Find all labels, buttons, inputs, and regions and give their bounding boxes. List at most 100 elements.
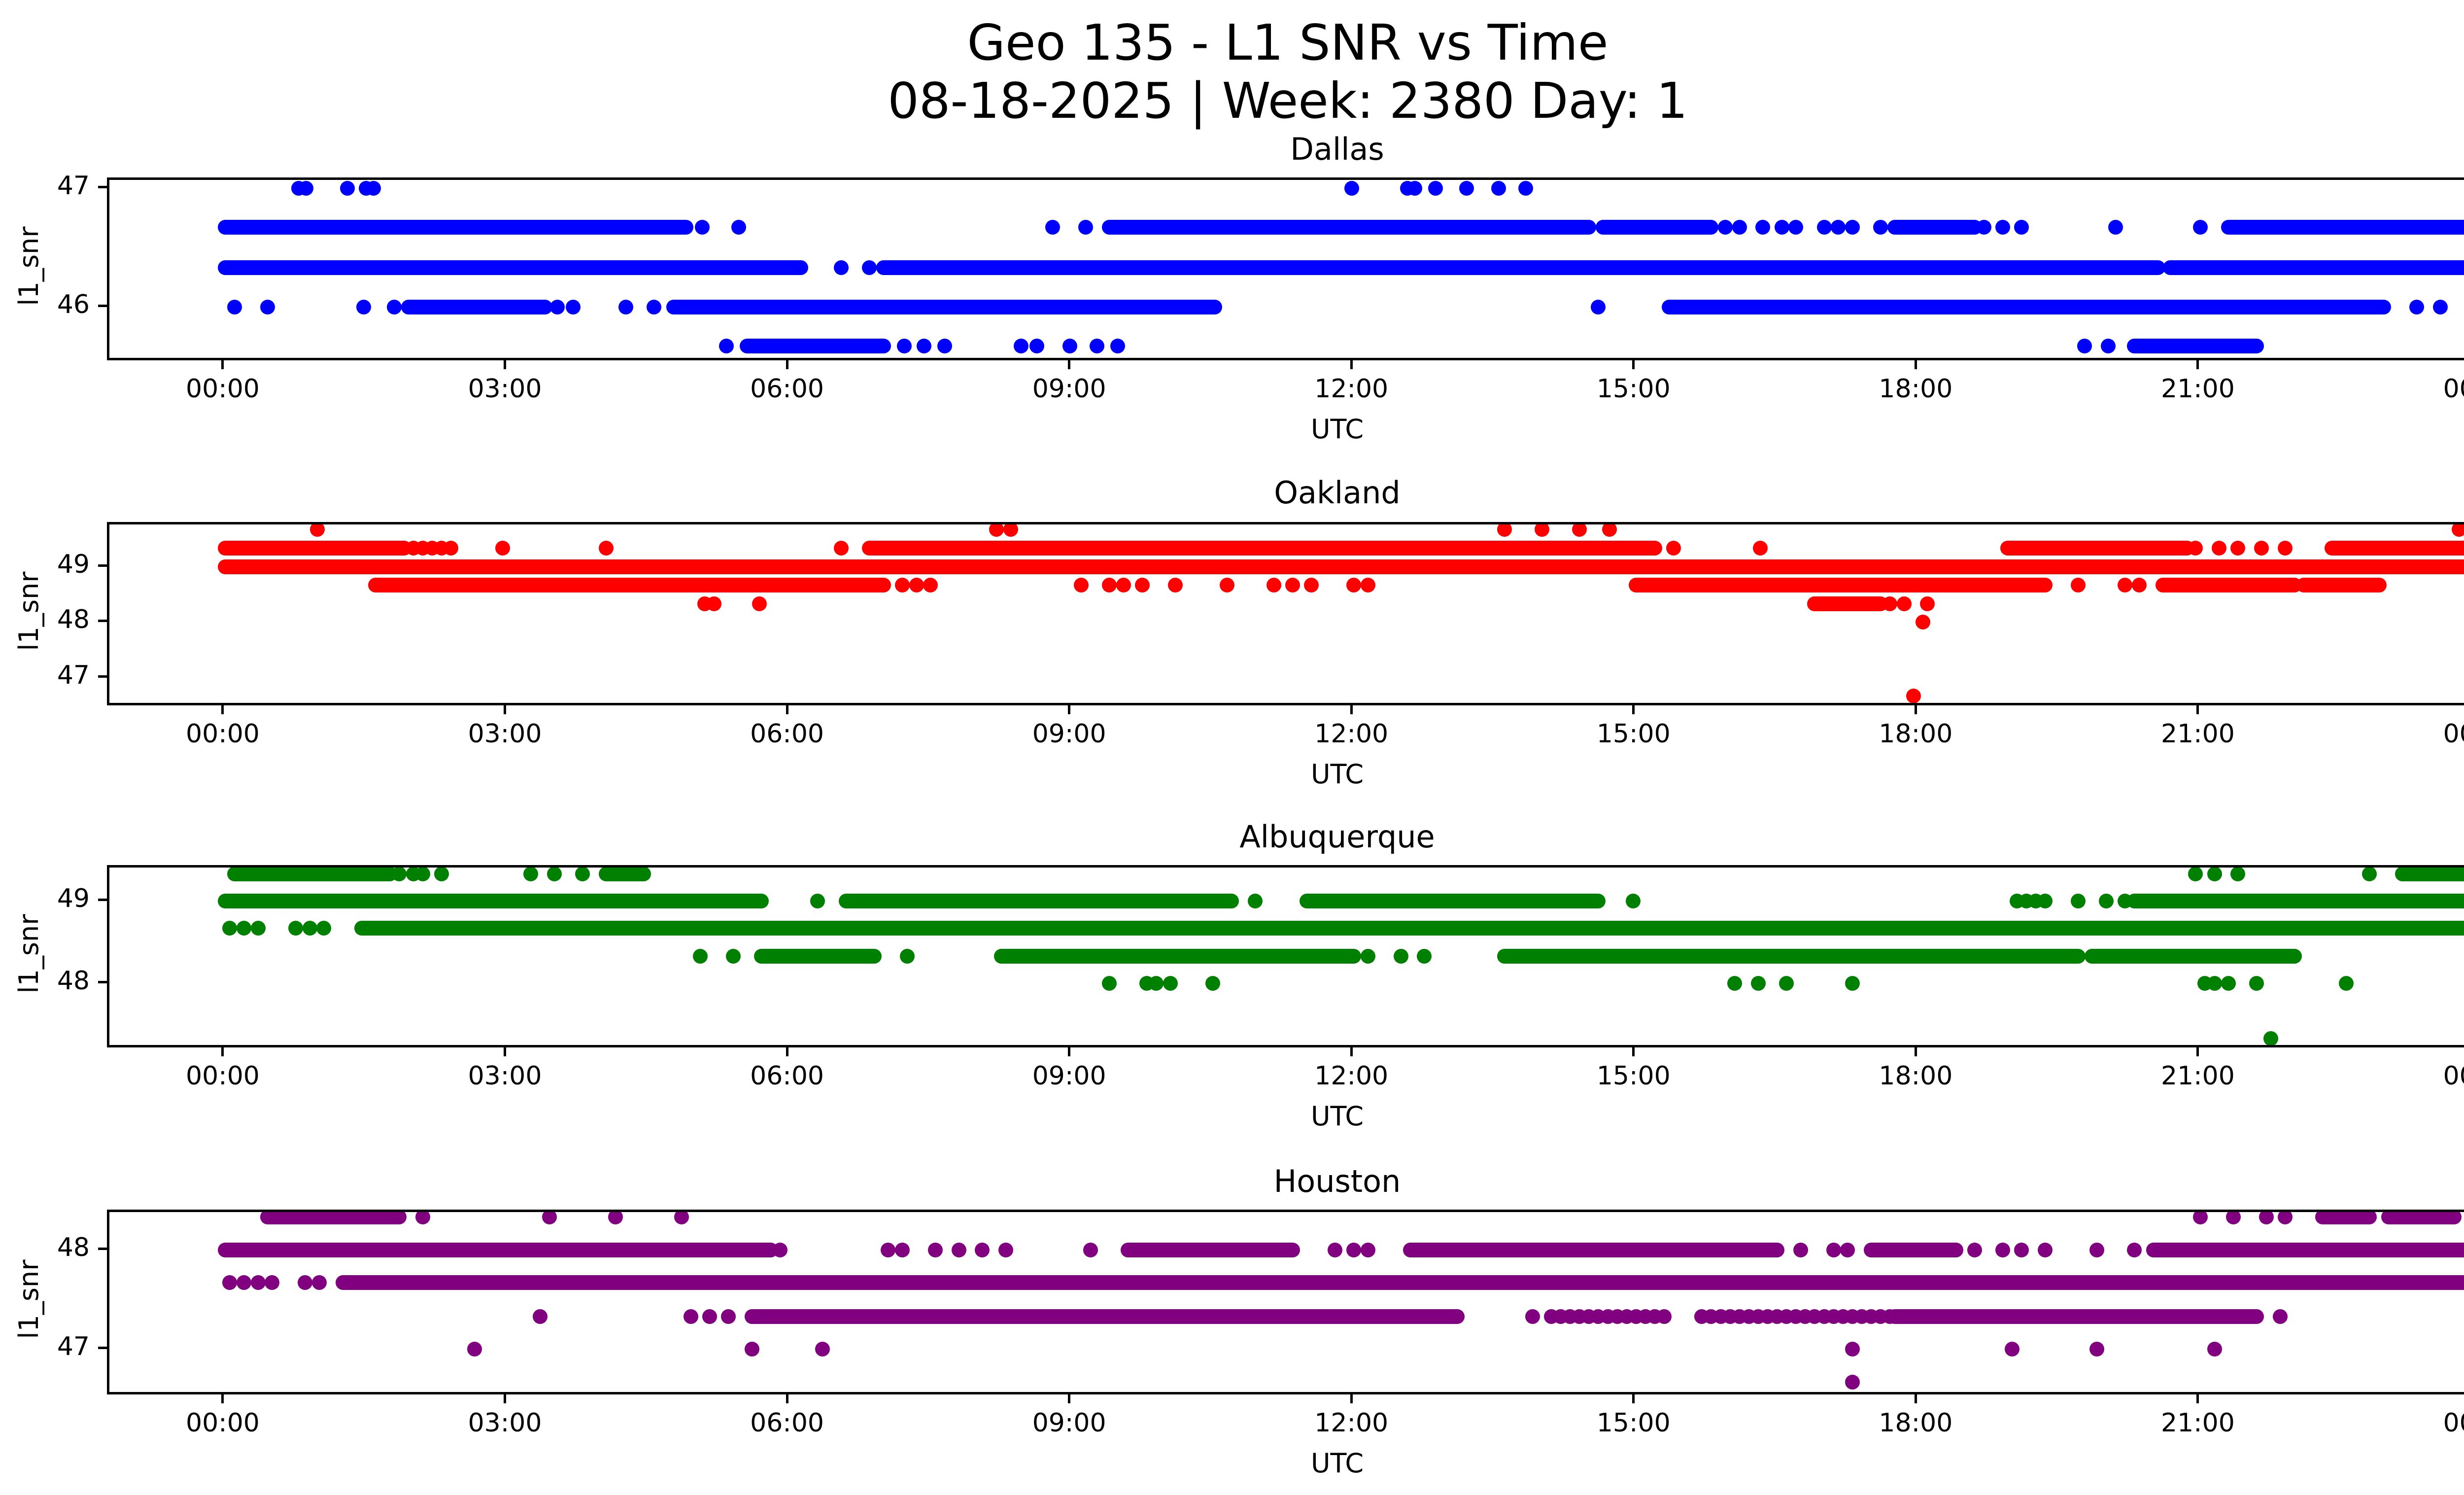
scatter-point bbox=[1101, 577, 1117, 592]
scatter-point bbox=[495, 541, 510, 556]
scatter-point bbox=[1304, 577, 1319, 592]
x-tick-mark bbox=[504, 1047, 506, 1056]
y-axis-label-albuquerque: l1_snr bbox=[13, 914, 44, 994]
scatter-point bbox=[2273, 1309, 2288, 1324]
x-tick-mark bbox=[1350, 1047, 1353, 1056]
scatter-point bbox=[2254, 541, 2269, 556]
x-tick-label: 09:00 bbox=[1032, 1408, 1106, 1438]
scatter-point bbox=[2100, 338, 2116, 353]
scatter-dense-run bbox=[1628, 577, 2053, 592]
scatter-point bbox=[299, 180, 314, 196]
scatter-point bbox=[731, 220, 747, 235]
x-tick-mark bbox=[2196, 1394, 2199, 1403]
scatter-point bbox=[392, 868, 407, 882]
x-tick-mark bbox=[1068, 360, 1071, 369]
scatter-point bbox=[1073, 577, 1089, 592]
scatter-point bbox=[1247, 894, 1263, 909]
scatter-point bbox=[1163, 976, 1178, 991]
scatter-dense-run bbox=[217, 559, 2464, 574]
scatter-point bbox=[862, 260, 877, 276]
scatter-point bbox=[1816, 220, 1832, 235]
scatter-point bbox=[1718, 220, 1733, 235]
scatter-point bbox=[434, 868, 449, 882]
scatter-point bbox=[1328, 1242, 1343, 1257]
x-tick-label: 15:00 bbox=[1596, 719, 1671, 749]
plot-area-houston bbox=[107, 1210, 2464, 1394]
scatter-point bbox=[1090, 338, 1105, 353]
scatter-point bbox=[1062, 338, 1077, 353]
scatter-dense-run bbox=[335, 1275, 2464, 1290]
scatter-point bbox=[744, 1342, 759, 1357]
scatter-point bbox=[415, 1212, 430, 1225]
x-tick-mark bbox=[504, 360, 506, 369]
scatter-dense-run bbox=[217, 220, 694, 235]
y-tick-mark bbox=[98, 899, 107, 902]
scatter-dense-run bbox=[217, 894, 769, 909]
scatter-dense-run bbox=[2395, 868, 2464, 882]
figure-title-line2: 08-18-2025 | Week: 2380 Day: 1 bbox=[888, 72, 1688, 130]
scatter-point bbox=[2070, 577, 2086, 592]
y-tick-label: 48 bbox=[57, 966, 90, 996]
x-tick-label: 18:00 bbox=[1879, 1061, 1953, 1091]
scatter-point bbox=[1995, 1242, 2011, 1257]
scatter-point bbox=[316, 921, 332, 936]
scatter-point bbox=[1896, 596, 1912, 612]
x-tick-mark bbox=[786, 1047, 788, 1056]
scatter-point bbox=[815, 1342, 830, 1357]
scatter-dense-run bbox=[2155, 577, 2302, 592]
scatter-point bbox=[951, 1242, 966, 1257]
scatter-point bbox=[2118, 894, 2133, 909]
scatter-point bbox=[998, 1242, 1014, 1257]
scatter-point bbox=[2249, 976, 2264, 991]
subplot-title-dallas: Dallas bbox=[1290, 131, 1384, 167]
scatter-point bbox=[1666, 541, 1681, 556]
scatter-point bbox=[1788, 220, 1804, 235]
y-tick-mark bbox=[98, 620, 107, 623]
scatter-point bbox=[1360, 577, 1375, 592]
scatter-dense-run bbox=[1887, 220, 1982, 235]
y-tick-mark bbox=[98, 185, 107, 188]
x-tick-mark bbox=[221, 1047, 224, 1056]
x-tick-mark bbox=[786, 1394, 788, 1403]
scatter-point bbox=[1873, 220, 1888, 235]
scatter-point bbox=[2212, 541, 2227, 556]
x-tick-label: 00:00 bbox=[186, 1061, 260, 1091]
scatter-point bbox=[2451, 524, 2464, 537]
scatter-point bbox=[752, 596, 767, 612]
x-axis-label-dallas: UTC bbox=[1310, 414, 1364, 445]
x-tick-label: 00:00 bbox=[2443, 1061, 2464, 1091]
scatter-point bbox=[2207, 976, 2222, 991]
x-tick-mark bbox=[1350, 360, 1353, 369]
scatter-point bbox=[2089, 1342, 2104, 1357]
subplot-title-albuquerque: Albuquerque bbox=[1239, 819, 1435, 855]
scatter-dense-run bbox=[217, 541, 411, 556]
scatter-point bbox=[1534, 524, 1549, 537]
scatter-point bbox=[1346, 1242, 1362, 1257]
scatter-point bbox=[2038, 1242, 2053, 1257]
scatter-point bbox=[1826, 1242, 1841, 1257]
scatter-point bbox=[1491, 180, 1506, 196]
x-tick-label: 12:00 bbox=[1314, 1408, 1389, 1438]
scatter-point bbox=[356, 299, 371, 314]
scatter-point bbox=[1029, 338, 1045, 353]
scatter-point bbox=[834, 541, 849, 556]
scatter-point bbox=[975, 1242, 990, 1257]
scatter-point bbox=[1266, 577, 1281, 592]
x-tick-label: 00:00 bbox=[186, 1408, 260, 1438]
x-tick-mark bbox=[2196, 360, 2199, 369]
scatter-point bbox=[523, 868, 539, 882]
scatter-point bbox=[1167, 577, 1183, 592]
y-tick-mark bbox=[98, 564, 107, 567]
scatter-point bbox=[1845, 220, 1860, 235]
x-tick-mark bbox=[1914, 705, 1917, 714]
x-tick-label: 00:00 bbox=[2443, 719, 2464, 749]
x-tick-label: 03:00 bbox=[468, 374, 542, 404]
scatter-dense-run bbox=[2146, 1242, 2464, 1257]
scatter-point bbox=[2362, 868, 2377, 882]
x-tick-label: 09:00 bbox=[1032, 719, 1106, 749]
scatter-point bbox=[608, 1212, 623, 1225]
x-tick-mark bbox=[1068, 705, 1071, 714]
scatter-point bbox=[533, 1309, 548, 1324]
scatter-point bbox=[340, 180, 355, 196]
